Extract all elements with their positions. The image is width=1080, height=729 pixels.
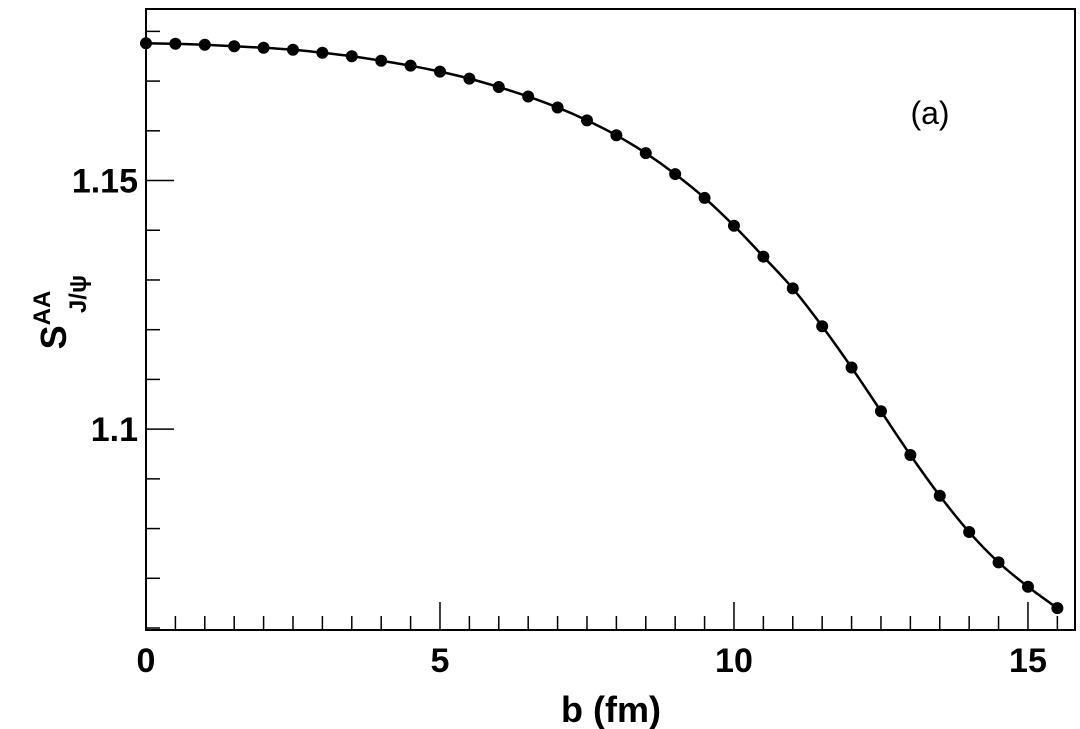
data-point (698, 191, 711, 204)
data-point (375, 54, 388, 67)
data-point (963, 526, 976, 539)
y-tick-label: 1.15 (72, 163, 138, 201)
y-axis-title: SAA J/ψ (29, 275, 92, 349)
data-point (845, 361, 858, 374)
data-point (140, 37, 152, 50)
data-point (433, 65, 446, 78)
data-point (757, 250, 770, 263)
data-point (816, 320, 829, 333)
axis-ticks (145, 30, 1059, 630)
tick-labels: 0 5 10 15 1.1 1.15 (72, 163, 1047, 680)
y-axis-title-superscript: AA (29, 291, 56, 326)
data-point (727, 219, 740, 232)
y-axis-title-subscript: J/ψ (65, 275, 92, 313)
svg-text:J/ψ: J/ψ (65, 275, 92, 313)
data-point (551, 101, 564, 114)
data-point (228, 40, 241, 53)
data-point (669, 168, 682, 181)
y-tick-label: 1.1 (91, 411, 138, 449)
data-point (786, 282, 799, 295)
data-point (1021, 580, 1034, 593)
data-point (345, 50, 358, 63)
data-point (610, 129, 623, 142)
svg-text:SAA: SAA (29, 291, 74, 350)
data-point (286, 43, 299, 56)
data-point (580, 114, 593, 127)
data-point (639, 147, 652, 160)
data-point (874, 405, 887, 418)
data-point (404, 59, 417, 72)
data-point (992, 556, 1005, 569)
data-point (198, 38, 211, 51)
data-point (316, 46, 329, 59)
data-point (492, 81, 505, 94)
x-axis-title: b (fm) (561, 689, 661, 729)
data-point (904, 448, 917, 461)
x-tick-label: 10 (715, 642, 753, 680)
x-tick-label: 15 (1009, 642, 1047, 680)
plot-frame (145, 8, 1076, 631)
x-tick-label: 0 (137, 642, 156, 680)
data-point (257, 41, 270, 54)
data-point (1051, 602, 1064, 615)
data-point (933, 489, 946, 502)
data-point (463, 72, 476, 85)
data-points (140, 37, 1064, 615)
y-axis-title-main: S (33, 325, 74, 349)
data-point (522, 90, 535, 103)
panel-annotation: (a) (910, 95, 949, 131)
x-tick-label: 5 (431, 642, 450, 680)
data-point (169, 37, 182, 50)
